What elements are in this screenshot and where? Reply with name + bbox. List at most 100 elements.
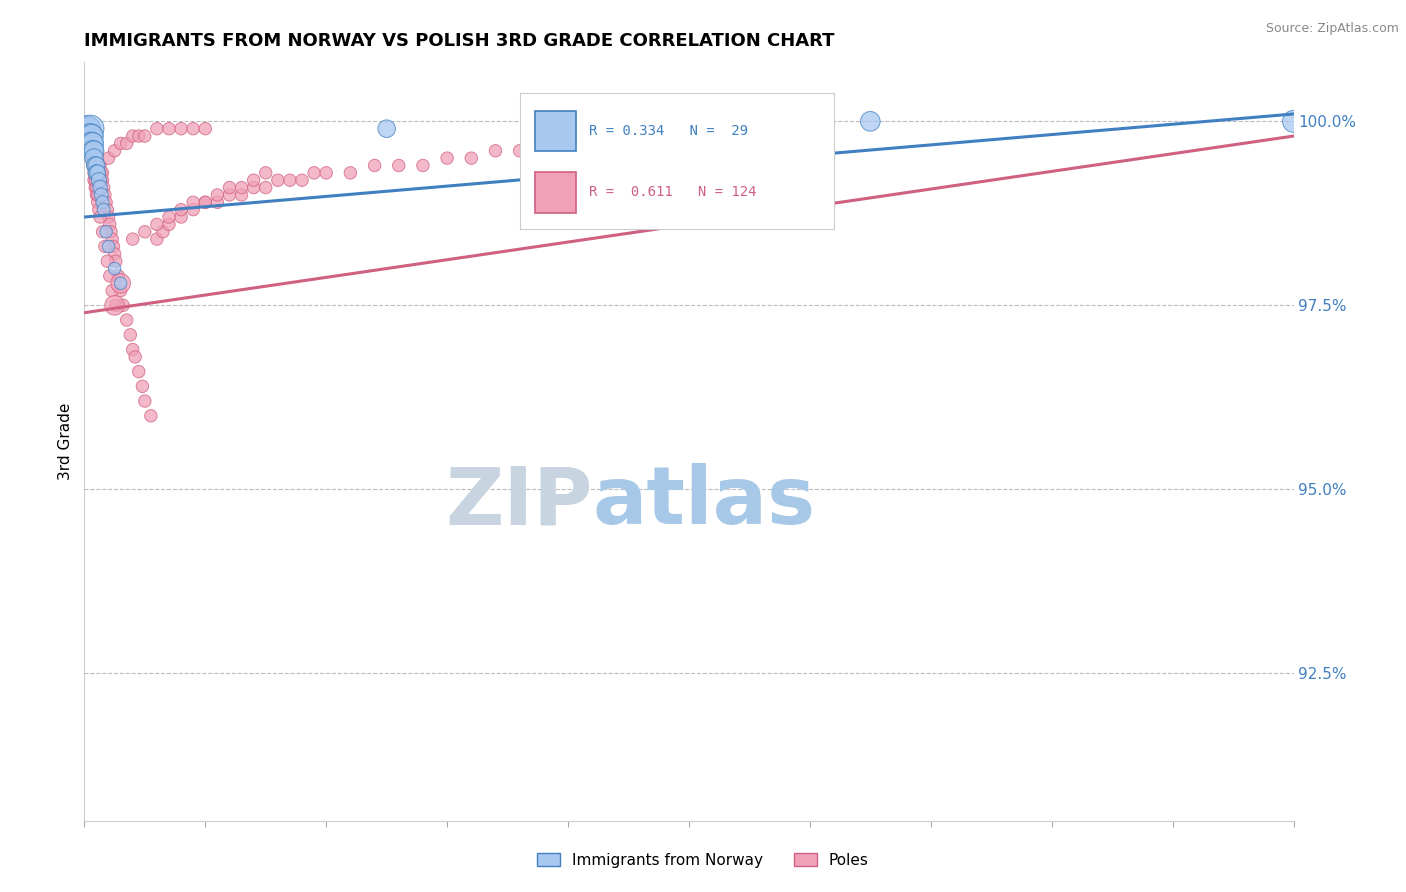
Point bbox=[104, 247, 127, 261]
Point bbox=[104, 261, 127, 276]
Point bbox=[91, 225, 114, 239]
Point bbox=[86, 159, 108, 173]
Point bbox=[91, 173, 114, 187]
Point bbox=[86, 151, 108, 165]
Point bbox=[104, 144, 127, 158]
Point bbox=[388, 159, 411, 173]
Point bbox=[107, 268, 129, 283]
Point bbox=[103, 239, 125, 253]
Text: atlas: atlas bbox=[592, 463, 815, 541]
Point bbox=[157, 218, 180, 232]
Point bbox=[97, 151, 120, 165]
Point bbox=[121, 343, 143, 357]
Point bbox=[86, 144, 108, 158]
Point bbox=[76, 121, 98, 136]
Point bbox=[94, 239, 117, 253]
Point bbox=[146, 121, 169, 136]
Point bbox=[509, 144, 531, 158]
Point bbox=[83, 166, 105, 180]
Point bbox=[194, 195, 217, 210]
Point bbox=[86, 188, 108, 202]
Point bbox=[84, 180, 107, 194]
Point bbox=[83, 136, 105, 151]
Point bbox=[194, 195, 217, 210]
Point bbox=[181, 202, 204, 217]
Point bbox=[86, 159, 108, 173]
Point bbox=[80, 136, 103, 151]
Point bbox=[242, 180, 264, 194]
Point bbox=[110, 277, 132, 291]
Point bbox=[134, 225, 156, 239]
Point bbox=[89, 159, 111, 173]
Point bbox=[115, 313, 138, 327]
Point bbox=[83, 151, 105, 165]
Point bbox=[97, 210, 120, 224]
Point bbox=[96, 202, 118, 217]
Point bbox=[86, 151, 108, 165]
Point bbox=[120, 327, 142, 342]
Point bbox=[79, 121, 101, 136]
Point bbox=[79, 136, 101, 151]
Point bbox=[77, 129, 100, 144]
Point bbox=[139, 409, 162, 423]
Point bbox=[121, 129, 143, 144]
Point bbox=[79, 129, 101, 144]
Point bbox=[84, 173, 107, 187]
Point bbox=[146, 218, 169, 232]
Point bbox=[84, 151, 107, 165]
Point bbox=[86, 180, 108, 194]
Point bbox=[302, 166, 325, 180]
Text: ZIP: ZIP bbox=[444, 463, 592, 541]
Point bbox=[254, 180, 277, 194]
Point bbox=[231, 180, 253, 194]
Point bbox=[128, 129, 150, 144]
Point bbox=[89, 166, 111, 180]
Point bbox=[157, 210, 180, 224]
Point bbox=[94, 195, 117, 210]
Point bbox=[181, 195, 204, 210]
Point bbox=[84, 144, 107, 158]
Point bbox=[267, 173, 290, 187]
Point bbox=[170, 202, 193, 217]
Point bbox=[80, 144, 103, 158]
Point bbox=[91, 166, 114, 180]
Point bbox=[278, 173, 301, 187]
Point bbox=[83, 151, 105, 165]
Point bbox=[104, 254, 127, 268]
Point bbox=[291, 173, 314, 187]
Point bbox=[363, 159, 385, 173]
Point bbox=[94, 225, 117, 239]
Point bbox=[110, 277, 132, 291]
Point bbox=[86, 159, 108, 173]
Point bbox=[77, 136, 100, 151]
Point bbox=[80, 136, 103, 151]
Point bbox=[80, 151, 103, 165]
Point bbox=[83, 144, 105, 158]
Point bbox=[110, 284, 132, 298]
Point bbox=[90, 173, 112, 187]
Text: IMMIGRANTS FROM NORWAY VS POLISH 3RD GRADE CORRELATION CHART: IMMIGRANTS FROM NORWAY VS POLISH 3RD GRA… bbox=[84, 32, 835, 50]
Point bbox=[110, 136, 132, 151]
Point bbox=[104, 298, 127, 312]
Point bbox=[134, 129, 156, 144]
Point bbox=[77, 136, 100, 151]
Point bbox=[82, 136, 104, 151]
Point bbox=[93, 180, 115, 194]
Point bbox=[231, 188, 253, 202]
Point bbox=[101, 284, 124, 298]
Point bbox=[146, 232, 169, 246]
Point bbox=[484, 144, 506, 158]
Point bbox=[82, 144, 104, 158]
Point bbox=[375, 121, 398, 136]
Point bbox=[79, 136, 101, 151]
Point bbox=[87, 166, 110, 180]
Legend: Immigrants from Norway, Poles: Immigrants from Norway, Poles bbox=[530, 845, 876, 875]
Point bbox=[207, 188, 229, 202]
Point bbox=[157, 121, 180, 136]
Point bbox=[87, 202, 110, 217]
Point bbox=[194, 121, 217, 136]
Point bbox=[82, 144, 104, 158]
Point bbox=[218, 188, 240, 202]
Point bbox=[128, 365, 150, 379]
Point bbox=[93, 202, 115, 217]
